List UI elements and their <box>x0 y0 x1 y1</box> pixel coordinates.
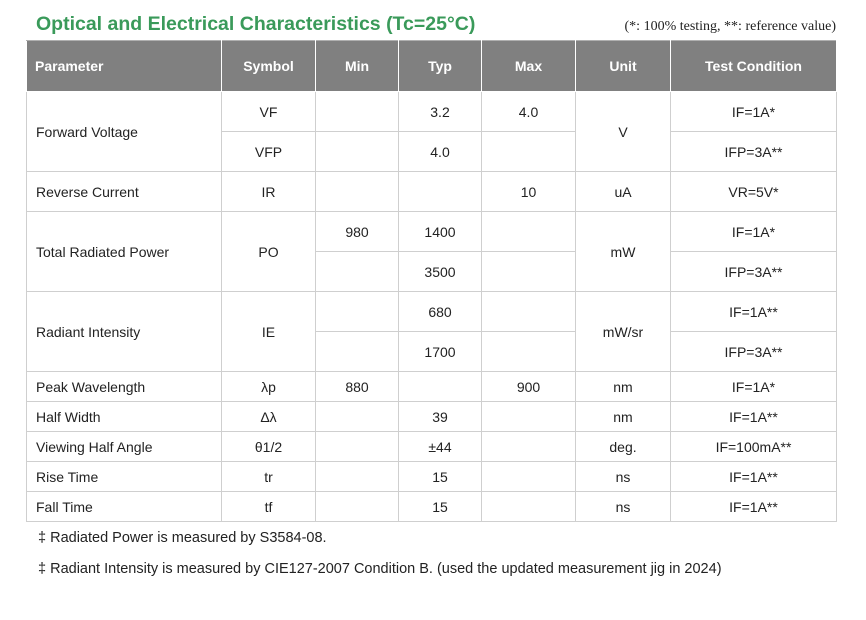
unit-cell: nm <box>575 371 671 402</box>
min-cell <box>315 291 399 332</box>
unit-cell: ns <box>575 461 671 492</box>
table-row: Total Radiated Power PO 980 1400 mW IF=1… <box>26 211 837 292</box>
param-fall-time: Fall Time <box>26 491 222 522</box>
table-row: 1700 IFP=3A** <box>27 331 837 372</box>
max-cell <box>481 431 576 462</box>
typ-cell <box>398 171 482 212</box>
symbol-cell: θ1/2 <box>221 431 316 462</box>
table-row: Rise Time tr 15 ns IF=1A** <box>26 461 837 492</box>
characteristics-table: Parameter Symbol Min Typ Max Unit Test C… <box>26 40 837 522</box>
condition-cell: IF=1A** <box>670 401 837 432</box>
footnote-radiant-intensity: ‡ Radiant Intensity is measured by CIE12… <box>38 561 722 577</box>
condition-cell: IFP=3A** <box>670 331 837 372</box>
condition-cell: IF=1A** <box>670 291 837 332</box>
min-cell <box>315 401 399 432</box>
param-half-width: Half Width <box>26 401 222 432</box>
header-parameter: Parameter <box>26 40 222 92</box>
min-cell <box>315 431 399 462</box>
min-cell <box>315 251 399 292</box>
symbol-cell: IR <box>221 171 316 212</box>
typ-cell: 4.0 <box>398 131 482 172</box>
param-rise-time: Rise Time <box>26 461 222 492</box>
condition-cell: VR=5V* <box>670 171 837 212</box>
max-cell <box>481 401 576 432</box>
typ-cell: 15 <box>398 491 482 522</box>
unit-cell: deg. <box>575 431 671 462</box>
param-viewing-half-angle: Viewing Half Angle <box>26 431 222 462</box>
symbol-cell: Δλ <box>221 401 316 432</box>
max-cell <box>481 211 576 252</box>
unit-cell: V <box>575 91 671 172</box>
param-radiant-intensity: Radiant Intensity <box>26 291 222 372</box>
header-test-condition: Test Condition <box>670 40 837 92</box>
typ-cell: 39 <box>398 401 482 432</box>
typ-cell: 680 <box>398 291 482 332</box>
symbol-cell: tf <box>221 491 316 522</box>
condition-cell: IF=1A* <box>670 371 837 402</box>
param-forward-voltage: Forward Voltage <box>26 91 222 172</box>
header-min: Min <box>315 40 399 92</box>
condition-cell: IF=1A* <box>670 211 837 252</box>
symbol-cell: λp <box>221 371 316 402</box>
typ-cell <box>398 371 482 402</box>
min-cell: 880 <box>315 371 399 402</box>
max-cell: 900 <box>481 371 576 402</box>
table-row: Viewing Half Angle θ1/2 ±44 deg. IF=100m… <box>26 431 837 462</box>
symbol-cell: VF <box>221 91 316 132</box>
table-row: Half Width Δλ 39 nm IF=1A** <box>26 401 837 432</box>
min-cell <box>315 171 399 212</box>
typ-cell: 3500 <box>398 251 482 292</box>
symbol-cell: tr <box>221 461 316 492</box>
unit-cell: mW <box>575 211 671 292</box>
symbol-cell: PO <box>221 211 316 292</box>
param-total-radiated-power: Total Radiated Power <box>26 211 222 292</box>
max-cell <box>481 131 576 172</box>
symbol-cell: VFP <box>221 131 316 172</box>
max-cell: 10 <box>481 171 576 212</box>
unit-cell: nm <box>575 401 671 432</box>
unit-cell: ns <box>575 491 671 522</box>
min-cell <box>315 331 399 372</box>
condition-cell: IF=100mA** <box>670 431 837 462</box>
typ-cell: ±44 <box>398 431 482 462</box>
page-title: Optical and Electrical Characteristics (… <box>36 13 476 35</box>
typ-cell: 15 <box>398 461 482 492</box>
typ-cell: 1400 <box>398 211 482 252</box>
param-reverse-current: Reverse Current <box>26 171 222 212</box>
condition-cell: IF=1A** <box>670 461 837 492</box>
min-cell <box>315 491 399 522</box>
max-cell <box>481 461 576 492</box>
unit-cell: uA <box>575 171 671 212</box>
header-unit: Unit <box>575 40 671 92</box>
min-cell: 980 <box>315 211 399 252</box>
typ-cell: 3.2 <box>398 91 482 132</box>
table-row: Forward Voltage VF 3.2 4.0 V IF=1A* <box>26 91 837 172</box>
symbol-cell: IE <box>221 291 316 372</box>
table-row: Peak Wavelength λp 880 900 nm IF=1A* <box>26 371 837 402</box>
min-cell <box>315 461 399 492</box>
table-row: Fall Time tf 15 ns IF=1A** <box>26 491 837 522</box>
condition-cell: IFP=3A** <box>670 251 837 292</box>
min-cell <box>315 91 399 132</box>
condition-cell: IF=1A* <box>670 91 837 132</box>
min-cell <box>315 131 399 172</box>
header-symbol: Symbol <box>221 40 316 92</box>
max-cell <box>481 251 576 292</box>
unit-cell: mW/sr <box>575 291 671 372</box>
param-peak-wavelength: Peak Wavelength <box>26 371 222 402</box>
header-max: Max <box>481 40 576 92</box>
max-cell <box>481 291 576 332</box>
test-legend-note: (*: 100% testing, **: reference value) <box>624 19 836 34</box>
table-row: Reverse Current IR 10 uA VR=5V* <box>26 171 837 212</box>
footnote-radiated-power: ‡ Radiated Power is measured by S3584-08… <box>38 530 327 546</box>
header-typ: Typ <box>398 40 482 92</box>
table-row: Radiant Intensity IE 680 mW/sr IF=1A** <box>26 291 837 372</box>
max-cell <box>481 331 576 372</box>
condition-cell: IF=1A** <box>670 491 837 522</box>
max-cell: 4.0 <box>481 91 576 132</box>
max-cell <box>481 491 576 522</box>
table-header-row: Parameter Symbol Min Typ Max Unit Test C… <box>26 40 837 92</box>
condition-cell: IFP=3A** <box>670 131 837 172</box>
typ-cell: 1700 <box>398 331 482 372</box>
